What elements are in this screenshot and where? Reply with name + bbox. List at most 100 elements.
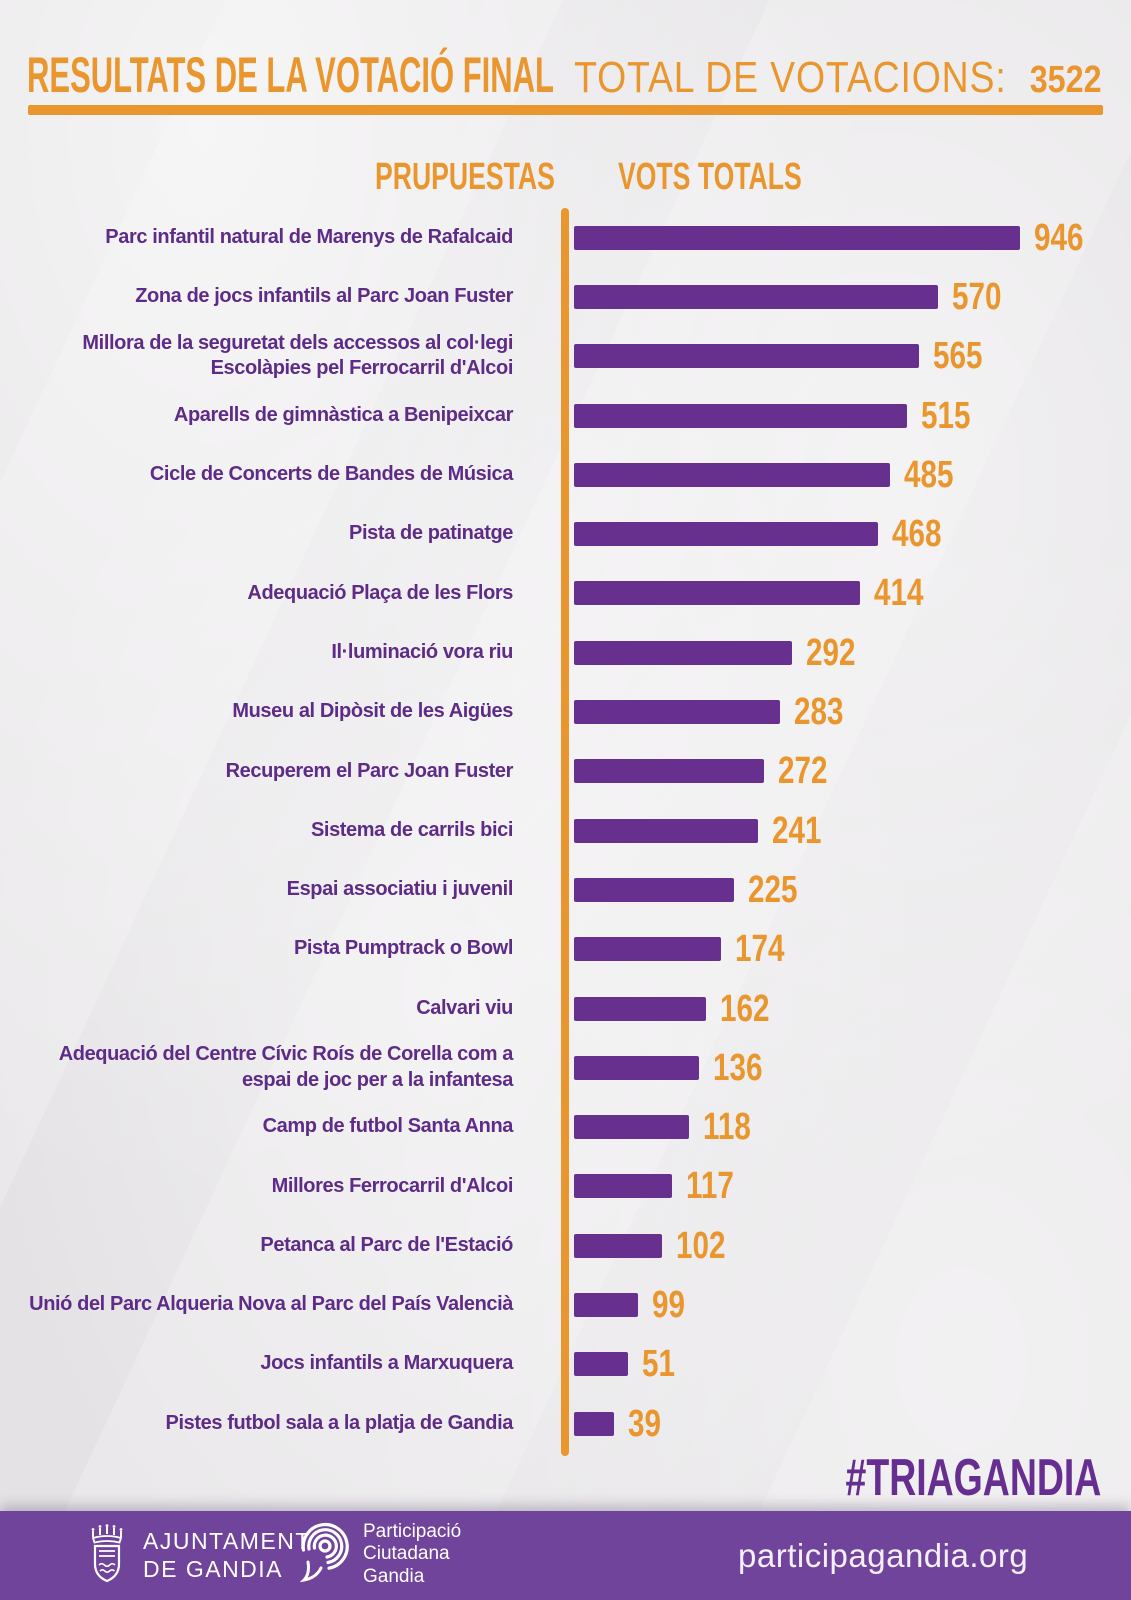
vote-count-label: 414 xyxy=(874,572,924,615)
bar-zone: 292 xyxy=(553,634,1131,672)
bar-zone: 174 xyxy=(553,930,1131,968)
chart-row: Pista de patinatge 468 xyxy=(0,504,1131,563)
proposal-label: Petanca al Parc de l'Estació xyxy=(260,1233,513,1256)
proposal-label: Adequació del Centre Cívic Roís de Corel… xyxy=(58,1043,514,1091)
vote-bar xyxy=(574,344,919,369)
vote-count-label: 272 xyxy=(778,750,828,793)
bar-zone: 99 xyxy=(553,1286,1131,1324)
vote-bar xyxy=(574,700,780,725)
proposal-label: Unió del Parc Alqueria Nova al Parc del … xyxy=(29,1293,513,1316)
proposal-label: Cicle de Concerts de Bandes de Música xyxy=(149,463,514,486)
vote-count-label: 225 xyxy=(748,868,798,911)
bar-zone: 414 xyxy=(553,574,1131,612)
bar-zone: 162 xyxy=(553,990,1131,1028)
bar-zone: 485 xyxy=(553,456,1131,494)
bar-zone: 225 xyxy=(553,871,1131,909)
proposal-label: Recuperem el Parc Joan Fuster xyxy=(225,759,514,782)
chart-row: Parc infantil natural de Marenys de Rafa… xyxy=(0,208,1131,267)
hashtag: #TRIAGANDIA xyxy=(845,1449,1101,1507)
chart-row: Aparells de gimnàstica a Benipeixcar 515 xyxy=(0,386,1131,445)
page-title: RESULTATS DE LA VOTACIÓ FINAL xyxy=(27,47,554,103)
chart-row: Zona de jocs infantils al Parc Joan Fust… xyxy=(0,267,1131,326)
vote-count-label: 118 xyxy=(703,1106,751,1149)
proposal-label: Zona de jocs infantils al Parc Joan Fust… xyxy=(135,285,513,308)
chart-row: Millora de la seguretat dels accessos al… xyxy=(0,327,1131,386)
vote-count-label: 292 xyxy=(806,631,856,674)
participacio-name: Participació Ciutadana Gandia xyxy=(363,1521,462,1587)
chart-row: Adequació del Centre Cívic Roís de Corel… xyxy=(0,1038,1131,1097)
vote-count-label: 102 xyxy=(676,1224,726,1267)
chart-row: Millores Ferrocarril d'Alcoi 117 xyxy=(0,1157,1131,1216)
chart-row: Recuperem el Parc Joan Fuster 272 xyxy=(0,742,1131,801)
vote-count-label: 241 xyxy=(772,809,822,852)
chart-rows: Parc infantil natural de Marenys de Rafa… xyxy=(0,208,1131,1453)
proposal-label: Il·luminació vora riu xyxy=(331,640,513,663)
bar-zone: 117 xyxy=(553,1167,1131,1205)
participacio-logo-icon xyxy=(300,1522,350,1588)
vote-count-label: 117 xyxy=(686,1165,734,1208)
total-votes: TOTAL DE VOTACIONS: 3522 xyxy=(481,56,1102,100)
bar-zone: 565 xyxy=(553,337,1131,375)
footer-website: participagandia.org xyxy=(738,1537,1029,1574)
bar-zone: 946 xyxy=(553,219,1131,257)
bar-zone: 241 xyxy=(553,812,1131,850)
chart-row: Cicle de Concerts de Bandes de Música 485 xyxy=(0,445,1131,504)
proposal-label: Millora de la seguretat dels accessos al… xyxy=(82,331,513,380)
vote-count-label: 283 xyxy=(794,691,844,734)
bar-zone: 51 xyxy=(553,1345,1131,1383)
vote-count-label: 39 xyxy=(628,1402,661,1445)
chart-row: Adequació Plaça de les Flors 414 xyxy=(0,564,1131,623)
chart-row: Camp de futbol Santa Anna 118 xyxy=(0,1097,1131,1156)
vote-bar xyxy=(574,996,706,1021)
proposal-label: Pista Pumptrack o Bowl xyxy=(293,937,513,960)
ajuntament-logo-group: AJUNTAMENT DE GANDIA xyxy=(86,1524,311,1586)
vote-bar xyxy=(574,225,1020,250)
chart-row: Pista Pumptrack o Bowl 174 xyxy=(0,920,1131,979)
vote-bar xyxy=(574,818,758,843)
proposal-label: Parc infantil natural de Marenys de Rafa… xyxy=(105,225,513,248)
ajuntament-name: AJUNTAMENT DE GANDIA xyxy=(143,1527,311,1582)
vote-bar xyxy=(574,759,764,784)
participacio-logo-group: Participació Ciutadana Gandia xyxy=(300,1521,461,1588)
vote-bar xyxy=(574,937,721,962)
ajuntament-crest-icon xyxy=(86,1524,128,1586)
chart-axis-line xyxy=(561,208,569,1456)
bar-zone: 570 xyxy=(553,278,1131,316)
vote-bar xyxy=(574,1115,689,1140)
bar-zone: 39 xyxy=(553,1405,1131,1443)
vote-bar xyxy=(574,403,907,428)
bar-zone: 272 xyxy=(553,752,1131,790)
bar-zone: 283 xyxy=(553,693,1131,731)
vote-bar xyxy=(574,1174,672,1199)
bar-chart: Parc infantil natural de Marenys de Rafa… xyxy=(0,208,1131,1456)
vote-bar xyxy=(574,1055,699,1080)
footer: AJUNTAMENT DE GANDIA Participació Ciutad… xyxy=(0,1511,1131,1600)
chart-row: Unió del Parc Alqueria Nova al Parc del … xyxy=(0,1275,1131,1334)
chart-row: Jocs infantils a Marxuquera 51 xyxy=(0,1335,1131,1394)
bar-zone: 136 xyxy=(553,1049,1131,1087)
vote-count-label: 99 xyxy=(652,1283,685,1326)
vote-bar xyxy=(574,1292,638,1317)
vote-bar xyxy=(574,522,878,547)
vote-count-label: 485 xyxy=(904,453,954,496)
vote-bar xyxy=(574,581,860,606)
proposal-label: Espai associatiu i juvenil xyxy=(286,878,514,901)
proposal-label: Pistes futbol sala a la platja de Gandia xyxy=(165,1411,514,1434)
vote-bar xyxy=(574,462,890,487)
chart-row: Pistes futbol sala a la platja de Gandia… xyxy=(0,1394,1131,1453)
proposal-label: Camp de futbol Santa Anna xyxy=(262,1115,514,1138)
total-votes-label: TOTAL DE VOTACIONS xyxy=(574,53,996,102)
chart-row: Espai associatiu i juvenil 225 xyxy=(0,860,1131,919)
chart-row: Calvari viu 162 xyxy=(0,979,1131,1038)
bar-zone: 515 xyxy=(553,397,1131,435)
bar-zone: 118 xyxy=(553,1108,1131,1146)
proposal-label: Millores Ferrocarril d'Alcoi xyxy=(271,1174,514,1197)
vote-bar xyxy=(574,877,734,902)
chart-row: Petanca al Parc de l'Estació 102 xyxy=(0,1216,1131,1275)
vote-count-label: 162 xyxy=(720,987,770,1030)
proposal-label: Sistema de carrils bici xyxy=(310,818,513,841)
chart-row: Sistema de carrils bici 241 xyxy=(0,801,1131,860)
vote-count-label: 570 xyxy=(952,275,1002,318)
vote-bar xyxy=(574,1411,614,1436)
